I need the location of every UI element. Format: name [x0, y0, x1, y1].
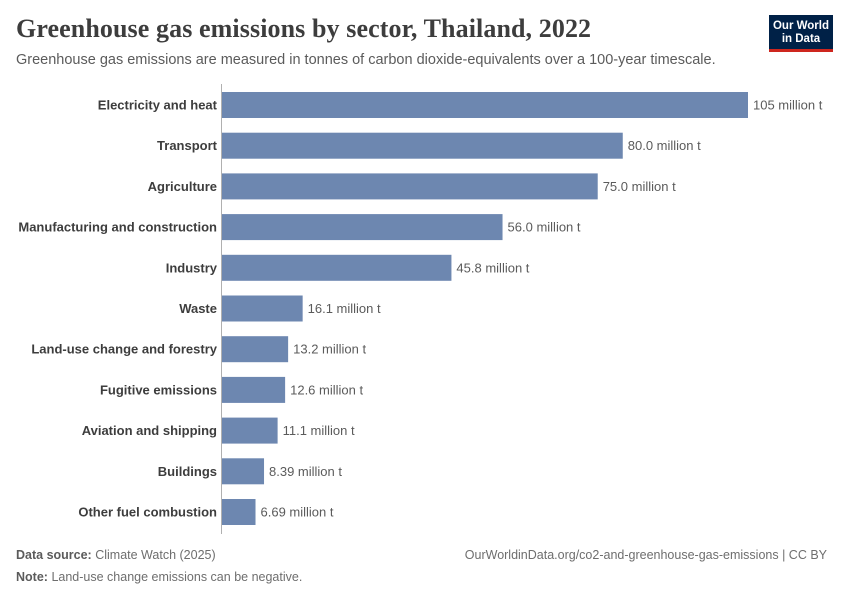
- value-label: 8.39 million t: [269, 464, 342, 479]
- source-url[interactable]: OurWorldinData.org/co2-and-greenhouse-ga…: [464, 548, 827, 562]
- chart-title: Greenhouse gas emissions by sector, Thai…: [16, 14, 592, 43]
- bar-chart: Electricity and heat 105 million t Transpo…: [18, 84, 823, 534]
- value-label: 11.1 million t: [283, 423, 355, 438]
- bar[interactable]: [222, 376, 286, 403]
- bar[interactable]: [222, 336, 289, 363]
- data-source-label: Data source:: [16, 548, 92, 562]
- category-label: Manufacturing and construction: [18, 220, 217, 235]
- value-label: 12.6 million t: [290, 382, 363, 397]
- bar[interactable]: [222, 214, 503, 241]
- value-label: 56.0 million t: [508, 220, 581, 235]
- value-label: 6.69 million t: [261, 505, 334, 520]
- chart-subtitle: Greenhouse gas emissions are measured in…: [16, 52, 716, 68]
- value-label: 13.2 million t: [293, 342, 366, 357]
- bar[interactable]: [222, 417, 278, 444]
- category-label: Land-use change and forestry: [31, 342, 217, 357]
- category-label: Other fuel combustion: [78, 505, 217, 520]
- category-label: Buildings: [158, 464, 217, 479]
- note-label: Note:: [16, 570, 48, 584]
- data-source-value[interactable]: Climate Watch (2025): [95, 548, 216, 562]
- category-label: Waste: [179, 301, 217, 316]
- category-label: Transport: [157, 138, 218, 153]
- logo-line-1: Our World: [772, 20, 829, 32]
- value-label: 80.0 million t: [628, 138, 701, 153]
- category-label: Aviation and shipping: [82, 423, 217, 438]
- bar[interactable]: [222, 92, 748, 118]
- owid-logo[interactable]: Our World in Data: [769, 15, 833, 52]
- bar[interactable]: [222, 132, 623, 159]
- category-label: Fugitive emissions: [100, 382, 217, 397]
- bar[interactable]: [222, 499, 256, 525]
- note-text: Land-use change emissions can be negativ…: [51, 570, 303, 584]
- category-label: Electricity and heat: [98, 98, 218, 113]
- value-label: 75.0 million t: [603, 179, 676, 194]
- bar[interactable]: [222, 295, 303, 322]
- chart-note: Note: Land-use change emissions can be n…: [16, 570, 302, 584]
- data-source: Data source: Climate Watch (2025): [16, 548, 216, 562]
- bar[interactable]: [222, 173, 598, 200]
- value-label: 16.1 million t: [308, 301, 381, 316]
- bar[interactable]: [222, 458, 265, 485]
- category-label: Agriculture: [148, 179, 217, 194]
- value-label: 45.8 million t: [456, 260, 529, 275]
- category-label: Industry: [166, 260, 218, 275]
- logo-line-2: in Data: [781, 32, 821, 45]
- bar[interactable]: [222, 254, 452, 281]
- value-label: 105 million t: [753, 98, 823, 113]
